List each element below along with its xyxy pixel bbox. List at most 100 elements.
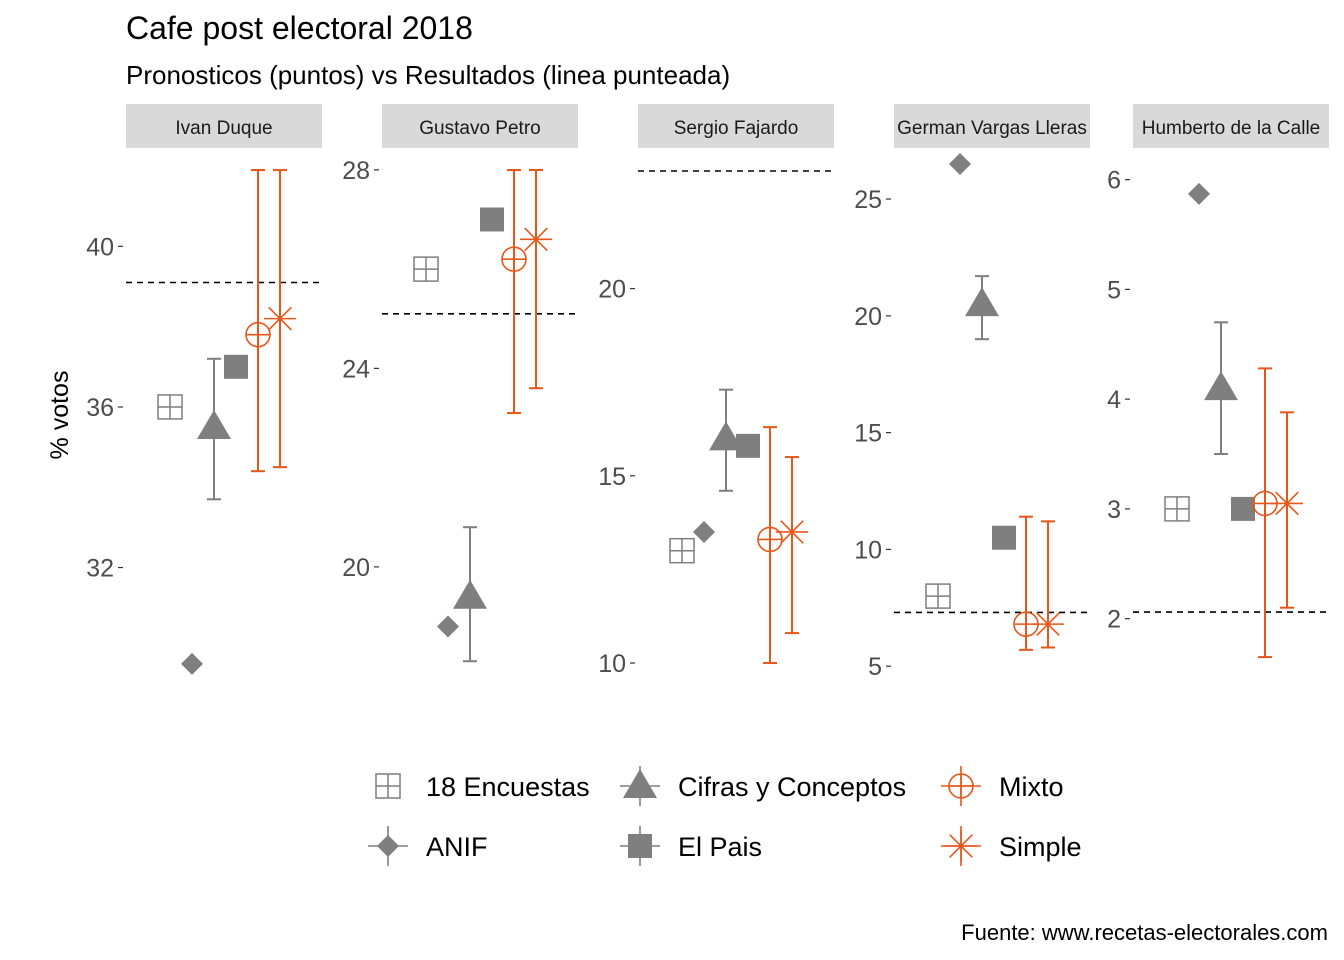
point-mixto	[245, 321, 271, 348]
point-18-encuestas	[413, 256, 439, 282]
legend-item: Cifras y Conceptos	[620, 766, 906, 806]
legend-label: Mixto	[999, 772, 1064, 802]
point-simple	[264, 302, 296, 335]
legend-key	[948, 773, 974, 799]
point-simple-ray	[1036, 612, 1060, 637]
panel-strip	[638, 104, 834, 148]
panel-5: Humberto de la Calle 2 3 4 5 6	[1107, 104, 1329, 659]
legend-label: 18 Encuestas	[426, 772, 590, 802]
y-tick-label: 5	[1107, 276, 1121, 304]
panel-strip	[126, 104, 322, 148]
point-anif-shape	[1188, 182, 1210, 205]
legend-key	[377, 835, 399, 857]
point-el-pais	[736, 433, 760, 458]
point-cifras-y-conceptos-shape	[197, 410, 231, 440]
point-cifras-y-conceptos	[197, 410, 231, 440]
y-tick-label: 15	[598, 463, 626, 491]
panel-1: Ivan Duque 32 36 40	[86, 104, 322, 675]
y-tick-label: 36	[86, 394, 114, 422]
point-anif-shape	[949, 153, 971, 176]
chart-title: Cafe post electoral 2018	[126, 10, 473, 46]
legend-item: Mixto	[941, 766, 1064, 806]
point-simple-ray	[268, 306, 292, 331]
point-el-pais-shape	[736, 433, 760, 458]
point-anif-shape	[181, 652, 203, 675]
point-mixto	[501, 246, 527, 272]
point-anif	[1188, 182, 1210, 205]
legend-key	[623, 769, 657, 798]
point-cifras-y-conceptos-shape	[965, 287, 999, 317]
point-el-pais	[992, 525, 1016, 550]
y-tick-label: 4	[1107, 386, 1121, 414]
y-tick-label: 20	[342, 554, 370, 582]
point-simple	[776, 515, 808, 548]
legend-label: ANIF	[426, 832, 488, 862]
point-cifras-y-conceptos	[965, 287, 999, 317]
point-el-pais	[480, 207, 504, 232]
point-simple	[520, 223, 552, 256]
panel-strip-label: Gustavo Petro	[419, 118, 540, 139]
point-el-pais-shape	[480, 207, 504, 232]
y-tick-label: 15	[854, 420, 882, 448]
point-simple	[1271, 487, 1303, 520]
point-18-encuestas	[925, 583, 951, 609]
point-el-pais	[1231, 496, 1255, 521]
legend-key-shape	[628, 834, 652, 858]
panel-strip-label: Humberto de la Calle	[1142, 118, 1320, 139]
panel-strip	[894, 104, 1090, 148]
point-cifras-y-conceptos-shape	[453, 579, 487, 609]
panel-strip-label: Sergio Fajardo	[674, 118, 799, 139]
chart-caption: Fuente: www.recetas-electorales.com	[961, 920, 1328, 945]
y-tick-label: 32	[86, 555, 114, 583]
point-anif	[949, 153, 971, 176]
point-anif-shape	[693, 520, 715, 543]
legend-label: Cifras y Conceptos	[678, 772, 906, 802]
point-el-pais-shape	[992, 525, 1016, 550]
point-18-encuestas	[157, 394, 183, 420]
y-tick-label: 5	[868, 653, 882, 681]
point-cifras-y-conceptos	[453, 579, 487, 609]
point-el-pais-shape	[224, 354, 248, 379]
y-tick-label: 28	[342, 157, 370, 185]
legend-label: Simple	[999, 832, 1082, 862]
panel-3: Sergio Fajardo 10 15 20	[598, 104, 834, 678]
point-anif-shape	[437, 615, 459, 638]
panel-strip-label: German Vargas Lleras	[897, 118, 1087, 139]
point-el-pais-shape	[1231, 496, 1255, 521]
point-anif	[437, 615, 459, 638]
legend-key-shape	[623, 769, 657, 798]
legend-key	[945, 830, 977, 862]
y-tick-label: 40	[86, 233, 114, 261]
y-tick-label: 20	[854, 303, 882, 331]
panel-strip-label: Ivan Duque	[175, 118, 272, 139]
legend-item: ANIF	[368, 826, 488, 866]
legend-key	[375, 773, 401, 799]
chart-subtitle: Pronosticos (puntos) vs Resultados (line…	[126, 60, 731, 90]
legend-key-shape	[377, 835, 399, 857]
point-cifras-y-conceptos	[709, 421, 743, 451]
point-anif	[693, 520, 715, 543]
legend: 18 Encuestas ANIF Cifras y Conceptos El Pai…	[368, 766, 1082, 866]
legend-item: 18 Encuestas	[375, 772, 590, 802]
y-tick-label: 2	[1107, 606, 1121, 634]
legend-item: El Pais	[620, 826, 762, 866]
legend-key-ray	[949, 834, 973, 858]
point-simple-ray	[780, 520, 804, 544]
point-cifras-y-conceptos-shape	[1204, 371, 1238, 401]
panel-4: German Vargas Lleras 5 10 15 20 25	[854, 104, 1090, 681]
point-18-encuestas	[1164, 496, 1190, 522]
point-simple-ray	[1275, 491, 1299, 516]
y-tick-label: 6	[1107, 167, 1121, 195]
point-simple-ray	[524, 227, 548, 252]
y-tick-label: 24	[342, 355, 370, 383]
panel-strip	[1133, 104, 1329, 148]
y-tick-label: 20	[598, 276, 626, 304]
point-cifras-y-conceptos-shape	[709, 421, 743, 451]
panel-2: Gustavo Petro 20 24 28	[342, 104, 578, 663]
legend-item: Simple	[941, 826, 1082, 866]
y-tick-label: 3	[1107, 496, 1121, 524]
point-cifras-y-conceptos	[1204, 371, 1238, 401]
y-tick-label: 25	[854, 186, 882, 214]
legend-key	[628, 834, 652, 858]
y-tick-label: 10	[854, 536, 882, 564]
